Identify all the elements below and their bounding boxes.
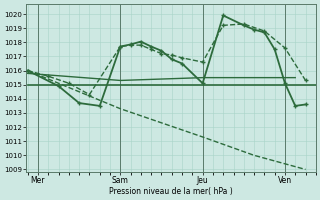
X-axis label: Pression niveau de la mer( hPa ): Pression niveau de la mer( hPa ) — [109, 187, 233, 196]
